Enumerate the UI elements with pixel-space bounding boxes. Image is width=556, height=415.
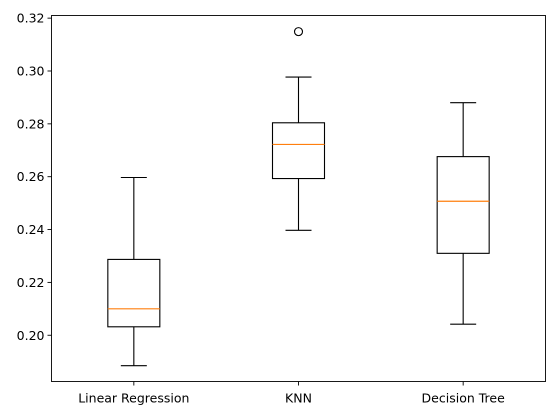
- y-tick-label: 0.28: [17, 116, 45, 131]
- y-tick-label: 0.20: [17, 328, 45, 343]
- y-tick-label: 0.22: [17, 275, 45, 290]
- y-tick-label: 0.26: [17, 169, 45, 184]
- y-tick-label: 0.30: [17, 63, 45, 78]
- iqr-box: [271, 122, 326, 180]
- y-tick-label: 0.24: [17, 222, 45, 237]
- x-tick-label: Linear Regression: [78, 391, 189, 406]
- outlier-point: [293, 27, 304, 37]
- iqr-box: [436, 156, 490, 254]
- box-group: [107, 176, 161, 367]
- axes: 0.20 0.22 0.24 0.26 0.28 0.30 0.32 Linear Regre…: [17, 11, 546, 406]
- box-group: [436, 102, 490, 325]
- y-tick-label: 0.32: [17, 11, 45, 26]
- iqr-box: [107, 258, 161, 328]
- x-tick-label: Decision Tree: [422, 391, 506, 406]
- box-group: [271, 27, 326, 231]
- x-tick-label: KNN: [285, 391, 312, 406]
- plot-area: [107, 27, 490, 367]
